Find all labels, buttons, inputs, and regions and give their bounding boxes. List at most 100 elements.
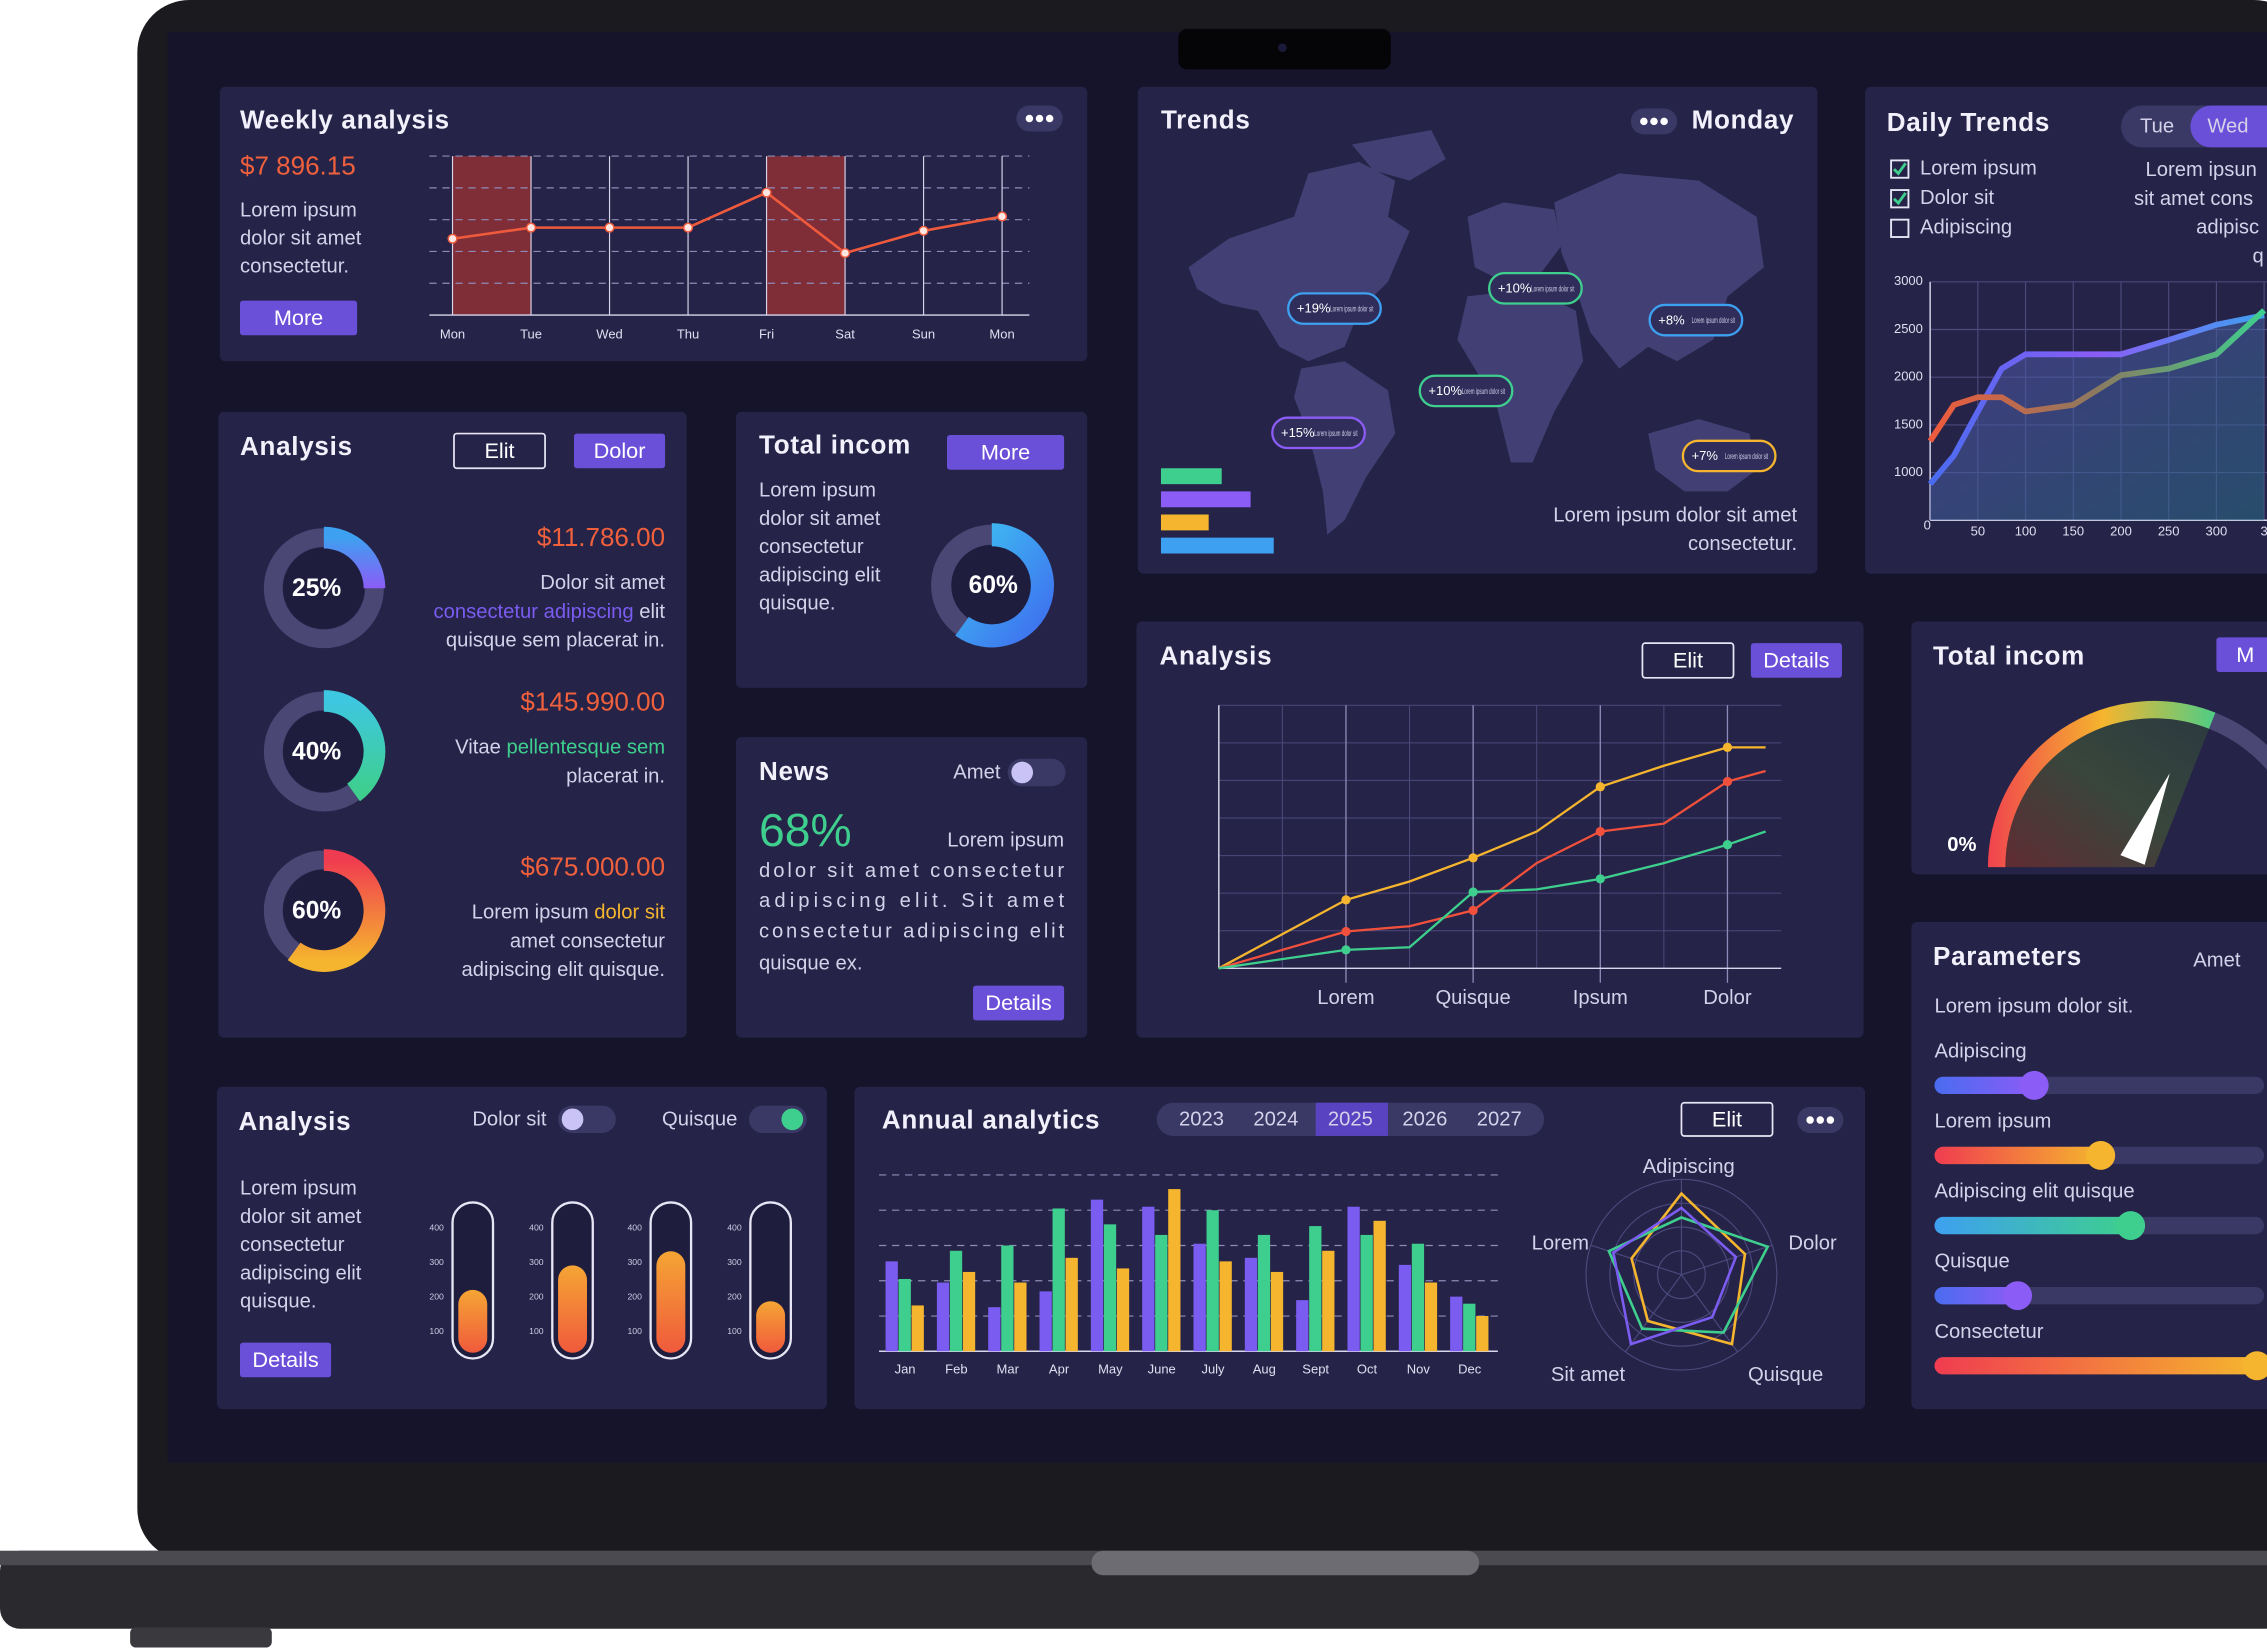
button-label[interactable]: More [981,440,1030,465]
button[interactable] [973,985,1065,1021]
line [1927,312,2265,486]
radar-polygon [1607,1216,1770,1334]
button-label[interactable]: Details [1763,648,1829,673]
checkbox[interactable] [1890,189,1910,209]
gauge-tick-label: 0% [1947,834,1976,856]
y-tick-label: 200 [429,1291,444,1301]
button[interactable] [946,435,1065,470]
description: Vitae pellentesque sem [455,737,665,759]
side-text: Lorem ipsun [2146,159,2257,181]
x-tick-label: Apr [1049,1362,1070,1377]
button-label[interactable]: Elit [1673,648,1703,673]
tab[interactable]: Tue [2140,116,2174,138]
slider-knob[interactable] [2019,1070,2049,1100]
button-label[interactable]: Details [252,1347,318,1372]
bar [1360,1234,1373,1352]
donut-label: 40% [292,738,341,765]
bar [1052,1208,1065,1352]
panel-title: Daily Trends [1887,107,2050,137]
bar [1090,1199,1104,1352]
button[interactable] [2216,637,2267,673]
legend-bar [1160,468,1222,485]
slider-label: Adipiscing [1934,1040,2026,1062]
button-label[interactable]: Dolor [594,438,646,463]
x-tick-label: Mar [997,1362,1020,1377]
button[interactable] [1641,642,1735,679]
button[interactable] [573,433,666,469]
slider-knob[interactable] [2086,1141,2116,1170]
toggle-knob [781,1108,804,1131]
bar [1257,1234,1271,1352]
year-tab[interactable]: 2025 [1328,1108,1373,1130]
text-segment: Dolor sit amet [540,572,665,594]
button-label[interactable]: More [274,305,323,330]
description: adipiscing elit quisque. [462,960,665,982]
year-tab[interactable]: 2026 [1402,1108,1447,1130]
button-label[interactable]: Elit [484,438,514,463]
year-tab[interactable]: 2027 [1477,1108,1522,1130]
button-label[interactable]: Details [985,990,1051,1015]
thermometer-fill [756,1301,786,1353]
donut-label: 60% [292,897,341,924]
y-tick-label: 2000 [1894,369,1923,384]
radar-label: Lorem [1532,1233,1589,1255]
checkbox[interactable] [1890,159,1910,179]
more-dot [1640,117,1648,126]
more-dot [1826,1116,1835,1124]
x-tick-label: Wed [596,327,623,342]
radar-label: Adipiscing [1643,1156,1735,1178]
button[interactable] [1750,643,1842,678]
year-tab[interactable]: 2023 [1179,1108,1224,1130]
bar [1219,1261,1232,1352]
more-dot [1650,117,1658,126]
continent [1457,289,1584,463]
side-text: adipisc [2196,217,2259,239]
bar [1193,1243,1206,1352]
tab[interactable]: Wed [2207,116,2248,138]
y-tick-label: 200 [529,1291,544,1301]
map-tag [1271,416,1366,450]
slider-knob[interactable] [2242,1351,2267,1381]
text-segment: Lorem ipsum [472,902,595,924]
highlight-band [452,156,532,316]
camera [1278,43,1287,53]
bar [1001,1245,1014,1352]
x-tick-label: 50 [1971,523,1985,538]
button[interactable] [240,300,358,336]
panel-title: Weekly analysis [240,104,450,134]
radar-label: Quisque [1748,1364,1823,1386]
point [604,222,615,233]
y-tick-label: 300 [727,1257,742,1267]
description: placerat in. [566,766,665,788]
point [1468,905,1478,916]
thermometer-fill [656,1251,686,1353]
panel-title: Annual analytics [882,1104,1100,1134]
slider-knob[interactable] [2003,1281,2033,1311]
radar-polygon [1630,1191,1747,1346]
slider-knob[interactable] [2116,1211,2146,1241]
amount: $675.000.00 [520,851,665,881]
point [1468,853,1478,863]
button[interactable] [1680,1101,1774,1137]
button-label[interactable]: Elit [1712,1107,1742,1132]
bar [898,1278,911,1352]
donut-arc [287,849,386,972]
panel-title: Total incom [759,429,911,459]
button[interactable] [453,432,546,470]
slider-fill [1934,1076,2035,1095]
checkbox[interactable] [1890,218,1910,238]
line [1218,769,1766,970]
line [1218,746,1766,970]
bar [1155,1234,1168,1352]
donut-hole [283,870,365,951]
x-tick-label: 250 [2158,523,2180,538]
x-tick-label: Oct [1357,1362,1378,1377]
more-dot [1035,114,1044,123]
year-active [1315,1102,1388,1136]
slider-fill [1934,1146,2101,1165]
year-tab[interactable]: 2024 [1253,1108,1298,1130]
button[interactable] [240,1342,332,1378]
bar [1347,1206,1360,1352]
slider-label: Quisque [1934,1251,2009,1273]
legend-bar [1160,514,1209,531]
